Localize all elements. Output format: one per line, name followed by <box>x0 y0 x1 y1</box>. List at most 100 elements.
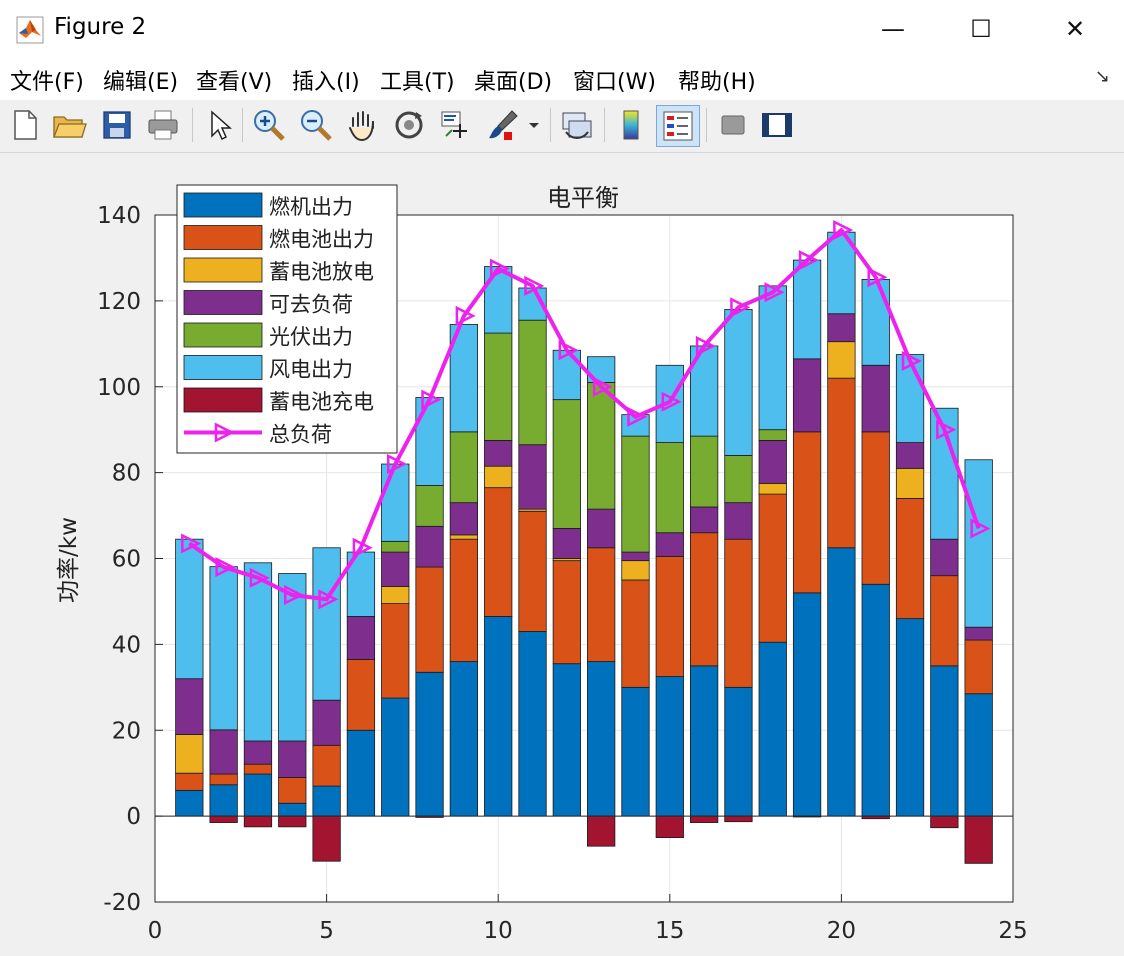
toolbar-separator <box>550 108 551 142</box>
menu-window[interactable]: 窗口(W) <box>573 70 656 95</box>
bar-segment <box>552 528 581 559</box>
figure-toolbar <box>0 100 1124 153</box>
bar-segment <box>518 444 547 510</box>
legend-swatch <box>183 192 263 218</box>
bar-segment <box>895 618 925 817</box>
legend-icon[interactable] <box>656 105 700 147</box>
bar-segment <box>964 459 993 628</box>
window-title: Figure 2 <box>54 14 147 40</box>
menu-edit[interactable]: 编辑(E) <box>103 70 179 95</box>
zoom-out-icon[interactable] <box>297 106 335 144</box>
bar-segment <box>930 815 959 829</box>
menu-insert[interactable]: 插入(I) <box>292 70 360 95</box>
bar-segment <box>930 538 959 577</box>
chevron-down-icon[interactable] <box>524 106 544 144</box>
menu-view[interactable]: 查看(V) <box>196 70 273 95</box>
bar-segment <box>243 763 273 775</box>
bar-segment <box>552 560 581 665</box>
new-file-icon[interactable] <box>6 106 44 144</box>
legend-swatch <box>183 355 263 380</box>
total-load-point <box>215 557 236 578</box>
total-load-point <box>798 250 819 271</box>
legend-swatch <box>183 387 263 413</box>
menu-tools[interactable]: 工具(T) <box>380 70 455 95</box>
bar-segment <box>587 661 616 817</box>
bar-segment <box>621 686 650 817</box>
bar-segment <box>655 442 684 534</box>
bar-segment <box>243 740 273 765</box>
bar-segment <box>449 661 479 817</box>
rotate-3d-icon[interactable] <box>390 106 428 144</box>
link-plot-icon[interactable] <box>558 106 596 144</box>
y-tick-label: 80 <box>112 461 141 487</box>
brush-icon[interactable] <box>484 106 522 144</box>
save-icon[interactable] <box>98 106 136 144</box>
hide-plot-tools-icon[interactable] <box>714 106 752 144</box>
bar-segment <box>621 579 650 688</box>
bar-segment <box>209 815 238 823</box>
bar-segment <box>792 431 822 594</box>
bar-segment <box>758 440 787 484</box>
bar-segment <box>724 455 753 504</box>
total-load-point <box>833 220 854 241</box>
bar-segment <box>724 815 753 823</box>
bar-segment <box>587 382 616 510</box>
legend-swatch <box>183 322 263 348</box>
bar-segment <box>895 442 925 469</box>
total-load-point <box>661 391 682 412</box>
legend-swatch <box>183 225 263 250</box>
toolbar-separator <box>706 108 707 142</box>
total-load-point <box>352 537 373 558</box>
show-plot-tools-icon[interactable] <box>758 106 796 144</box>
bar-segment <box>689 506 719 534</box>
bar-segment <box>655 815 684 838</box>
bar-segment <box>312 744 341 787</box>
open-folder-icon[interactable] <box>50 106 88 144</box>
window-titlebar: Figure 2 — ☐ ✕ <box>0 0 1124 58</box>
legend-label: 燃机出力 <box>269 195 353 219</box>
total-load-point <box>558 340 579 361</box>
bar-segment <box>484 465 513 489</box>
bar-segment <box>346 729 376 817</box>
y-tick-label: 0 <box>126 804 141 830</box>
bar-segment <box>346 659 376 731</box>
bar-segment <box>621 435 650 553</box>
matlab-logo-icon <box>16 16 44 44</box>
close-button[interactable]: ✕ <box>1064 15 1086 43</box>
bar-segment <box>827 341 856 379</box>
bar-segment <box>278 777 307 804</box>
bar-segment <box>552 663 581 817</box>
bar-segment <box>964 815 993 864</box>
bar-segment <box>655 532 684 557</box>
menu-file[interactable]: 文件(F) <box>10 70 84 95</box>
bar-segment <box>792 592 822 817</box>
toolbar-separator <box>242 108 243 142</box>
bar-segment <box>175 538 204 680</box>
chart-title: 电平衡 <box>547 184 619 212</box>
zoom-in-icon[interactable] <box>250 106 288 144</box>
total-load-point <box>936 419 957 440</box>
colorbar-icon[interactable] <box>612 106 650 144</box>
menu-help[interactable]: 帮助(H) <box>678 70 756 95</box>
data-cursor-icon[interactable] <box>436 106 474 144</box>
total-load-line <box>181 220 991 610</box>
y-tick-label: 40 <box>112 632 141 658</box>
bar-segment <box>827 313 856 343</box>
bar-segment <box>415 485 444 527</box>
pointer-icon[interactable] <box>200 106 238 144</box>
bar-segment <box>312 699 341 746</box>
print-icon[interactable] <box>144 106 182 144</box>
bars <box>155 231 1013 864</box>
bar-segment <box>689 815 719 823</box>
dock-figure-icon[interactable]: ↘ <box>1094 66 1110 87</box>
total-load-point <box>592 376 613 397</box>
y-axis-label: 功率/kw <box>56 517 82 603</box>
pan-hand-icon[interactable] <box>344 106 382 144</box>
total-load-point <box>249 567 270 588</box>
bar-segment <box>209 784 238 817</box>
minimize-button[interactable]: — <box>881 15 905 43</box>
maximize-button[interactable]: ☐ <box>970 15 992 43</box>
menu-desktop[interactable]: 桌面(D) <box>474 70 553 95</box>
legend-label: 可去负荷 <box>269 293 353 317</box>
